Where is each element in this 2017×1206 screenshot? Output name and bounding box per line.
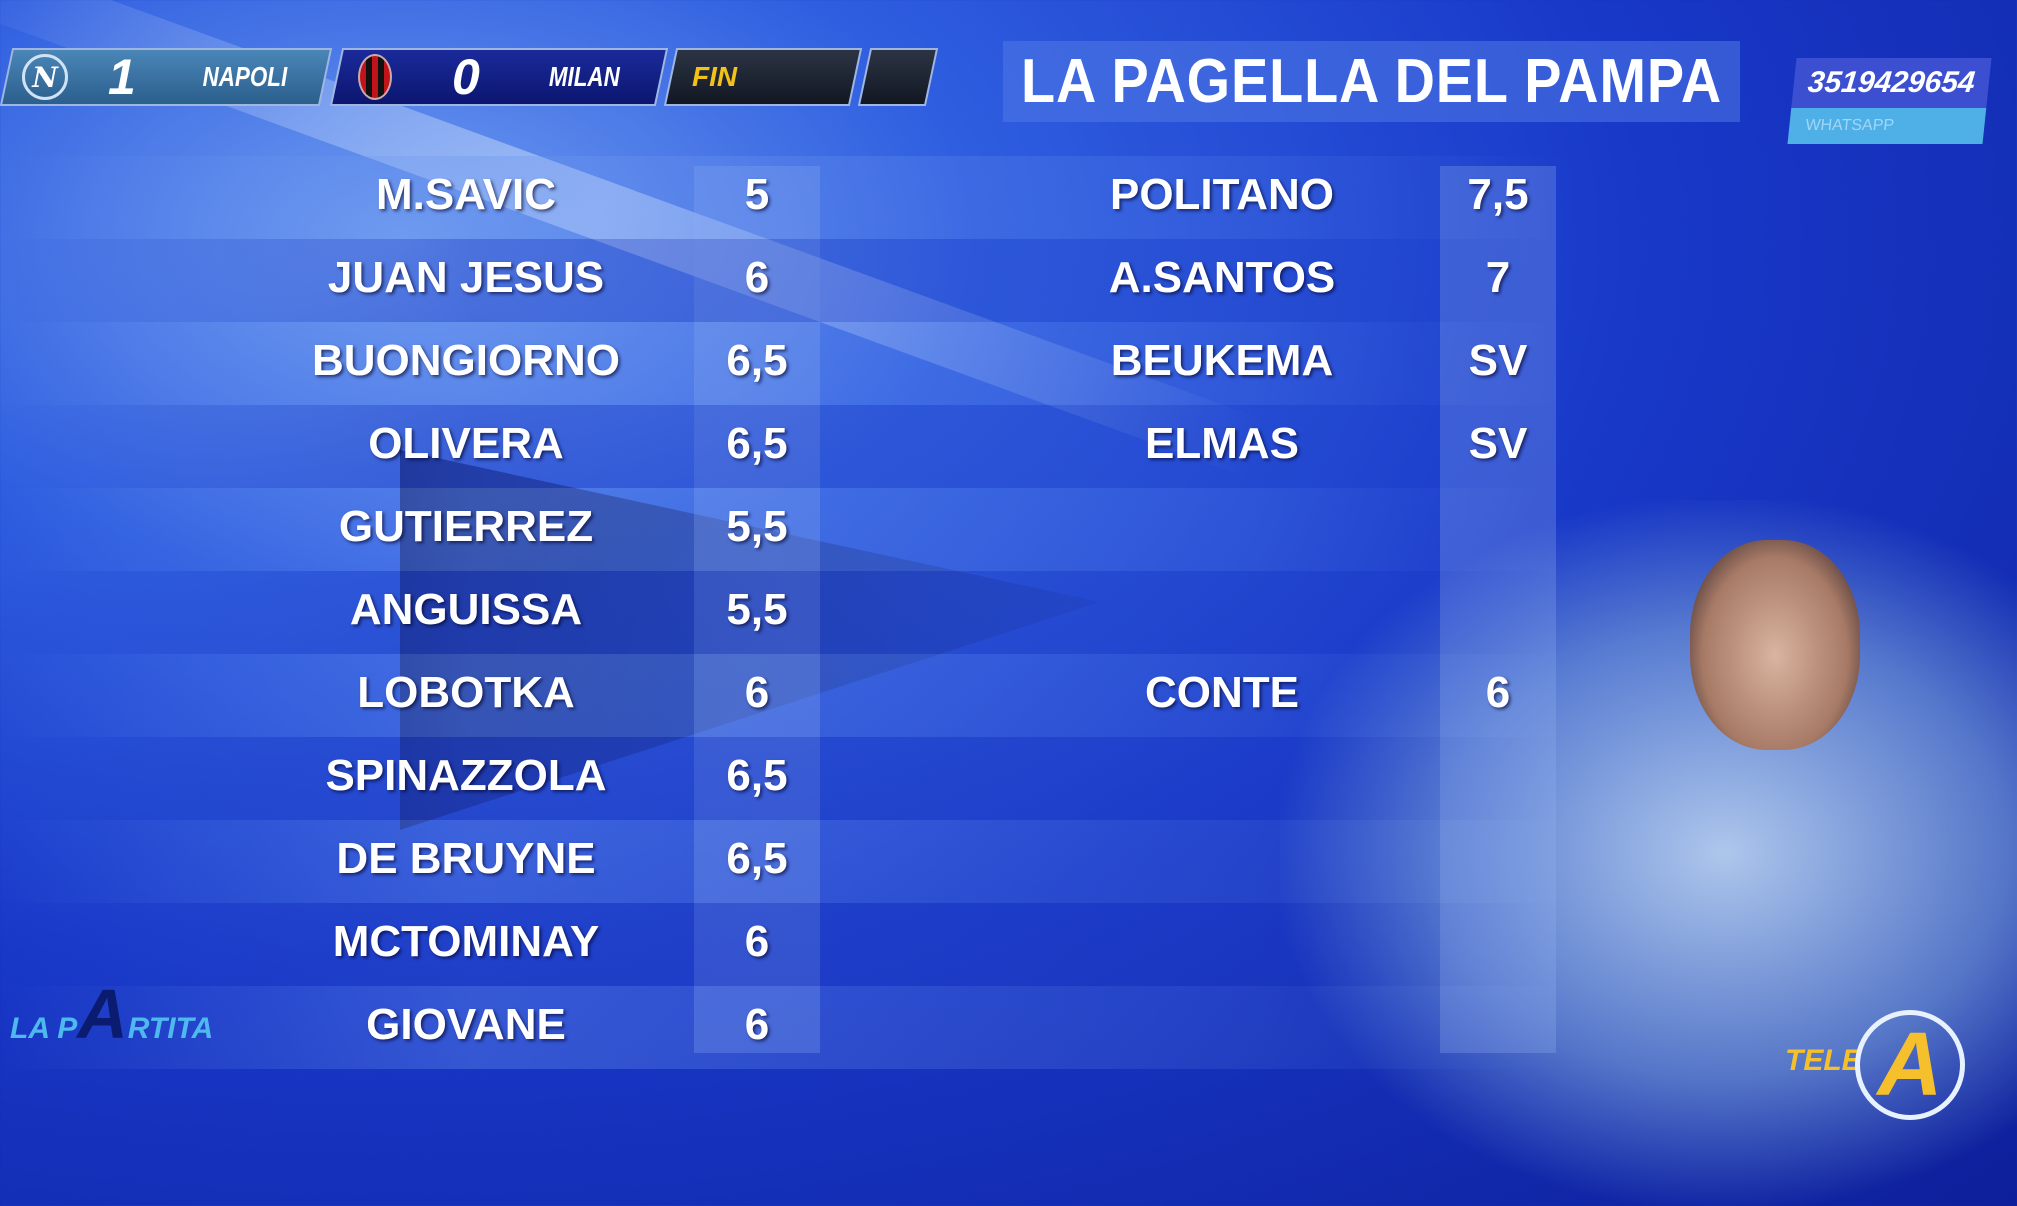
player-vote: 5,5	[726, 585, 788, 634]
player-name: OLIVERA	[368, 419, 564, 468]
player-vote: 6	[744, 253, 770, 302]
player-vote: 6	[744, 1000, 770, 1049]
player-name: ANGUISSA	[349, 585, 583, 634]
player-vote: 7	[1485, 253, 1511, 302]
right-vote-column	[1440, 166, 1556, 1053]
player-name: DE BRUYNE	[336, 834, 596, 883]
milan-crest-icon	[358, 54, 392, 100]
player-name: ELMAS	[1145, 419, 1299, 468]
whatsapp-contact: 3519429654 WHATSAPP	[1787, 58, 1992, 144]
player-name: LOBOTKA	[357, 668, 575, 717]
player-name: POLITANO	[1109, 170, 1335, 219]
rating-row-stripe	[0, 156, 1568, 239]
player-name: BEUKEMA	[1110, 336, 1334, 385]
rating-row-stripe	[0, 571, 1568, 654]
rating-row-stripe	[0, 737, 1568, 820]
player-vote: 6	[1485, 668, 1511, 717]
player-vote: 5,5	[726, 502, 788, 551]
player-name: A.SANTOS	[1108, 253, 1336, 302]
rating-row-stripe	[0, 239, 1568, 322]
player-vote: SV	[1468, 419, 1528, 468]
player-name: SPINAZZOLA	[325, 751, 607, 800]
rating-row-stripe	[0, 405, 1568, 488]
home-team-panel: N 1 NAPOLI	[0, 48, 333, 106]
player-vote: 5	[744, 170, 770, 219]
empty-panel	[857, 48, 939, 106]
player-head	[1690, 540, 1860, 750]
player-vote: 6,5	[726, 419, 788, 468]
player-name: JUAN JESUS	[327, 253, 605, 302]
away-score: 0	[452, 49, 480, 105]
player-vote: 6,5	[726, 336, 788, 385]
player-name: GIOVANE	[366, 1000, 566, 1049]
match-status: FIN	[692, 61, 738, 92]
rating-row-stripe	[0, 820, 1568, 903]
player-vote: 7,5	[1467, 170, 1529, 219]
left-vote-column	[694, 166, 820, 1053]
player-vote: 6	[744, 917, 770, 966]
page-title: LA PAGELLA DEL PAMPA	[1002, 41, 1741, 122]
away-team-panel: 0 MILAN	[329, 48, 669, 106]
player-vote: SV	[1468, 336, 1528, 385]
show-logo: LA PARTITA	[0, 975, 240, 1085]
show-logo-text: LA PARTITA	[10, 975, 214, 1053]
player-vote: 6,5	[726, 751, 788, 800]
player-name: GUTIERREZ	[338, 502, 594, 551]
match-status-panel: FIN	[663, 48, 863, 106]
rating-row-stripe	[0, 322, 1568, 405]
player-name: BUONGIORNO	[312, 336, 620, 385]
rating-row-stripe	[0, 986, 1568, 1069]
whatsapp-number: 3519429654	[1791, 58, 1992, 108]
player-name: CONTE	[1145, 668, 1299, 717]
napoli-crest-icon: N	[22, 54, 68, 100]
tele-a-logo: TELE	[1785, 1044, 1862, 1077]
rating-row-stripe	[0, 488, 1568, 571]
tele-a-circle-icon: A	[1855, 1010, 1965, 1120]
away-team-name: MILAN	[548, 61, 620, 92]
rating-row-stripe	[0, 654, 1568, 737]
channel-logo: TELE A	[1785, 1010, 1975, 1120]
rating-row-stripe	[0, 903, 1568, 986]
player-vote: 6,5	[726, 834, 788, 883]
home-team-name: NAPOLI	[202, 61, 288, 92]
player-vote: 6	[744, 668, 770, 717]
home-score: 1	[108, 49, 136, 105]
player-name: M.SAVIC	[375, 170, 557, 219]
whatsapp-label: WHATSAPP	[1787, 108, 1987, 144]
player-name: MCTOMINAY	[332, 917, 600, 966]
